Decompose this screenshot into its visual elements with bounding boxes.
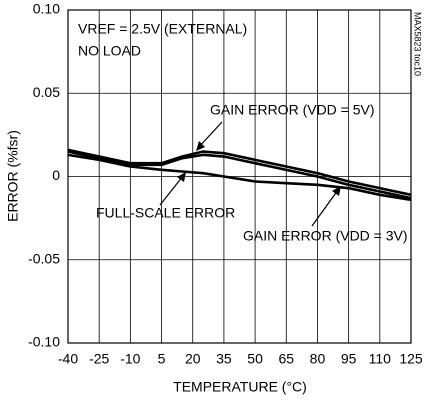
arrows	[159, 121, 341, 227]
x-tick-label: 80	[310, 351, 326, 367]
annotation: NO LOAD	[78, 43, 141, 59]
watermark: MAX5823 toc10	[413, 12, 423, 76]
arrowhead	[177, 172, 186, 182]
arrow	[197, 121, 223, 149]
y-tick-label: 0.10	[33, 1, 60, 17]
series-label: GAIN ERROR (VDD = 3V)	[243, 228, 408, 244]
x-tick-label: 20	[185, 351, 201, 367]
y-tick-label: -0.10	[28, 334, 60, 350]
plot-frame	[67, 9, 412, 344]
series-label: GAIN ERROR (VDD = 5V)	[210, 102, 375, 118]
series-label: FULL-SCALE ERROR	[96, 205, 235, 221]
y-tick-label: -0.05	[28, 250, 60, 266]
x-tick-label: 5	[158, 351, 166, 367]
x-tick-label: 65	[278, 351, 294, 367]
x-tick-label: -40	[58, 351, 78, 367]
line-series	[67, 148, 412, 197]
x-tick-label: 95	[341, 351, 357, 367]
line-series	[67, 150, 412, 200]
y-tick-label: 0	[52, 167, 60, 183]
x-tick-label: -10	[120, 351, 140, 367]
x-tick-label: 125	[399, 351, 423, 367]
y-axis-label: ERROR (%fsr)	[5, 130, 21, 222]
arrowhead	[332, 186, 341, 196]
arrow	[159, 175, 184, 206]
arrow	[311, 189, 339, 227]
line-series	[67, 153, 412, 202]
x-tick-label: 50	[247, 351, 263, 367]
annotation: VREF = 2.5V (EXTERNAL)	[78, 21, 247, 37]
arrowhead	[196, 141, 205, 151]
x-tick-label: -25	[89, 351, 109, 367]
x-tick-label: 110	[369, 351, 392, 367]
x-axis-label: TEMPERATURE (°C)	[173, 379, 307, 395]
x-tick-label: 35	[216, 351, 232, 367]
y-tick-label: 0.05	[33, 84, 60, 100]
